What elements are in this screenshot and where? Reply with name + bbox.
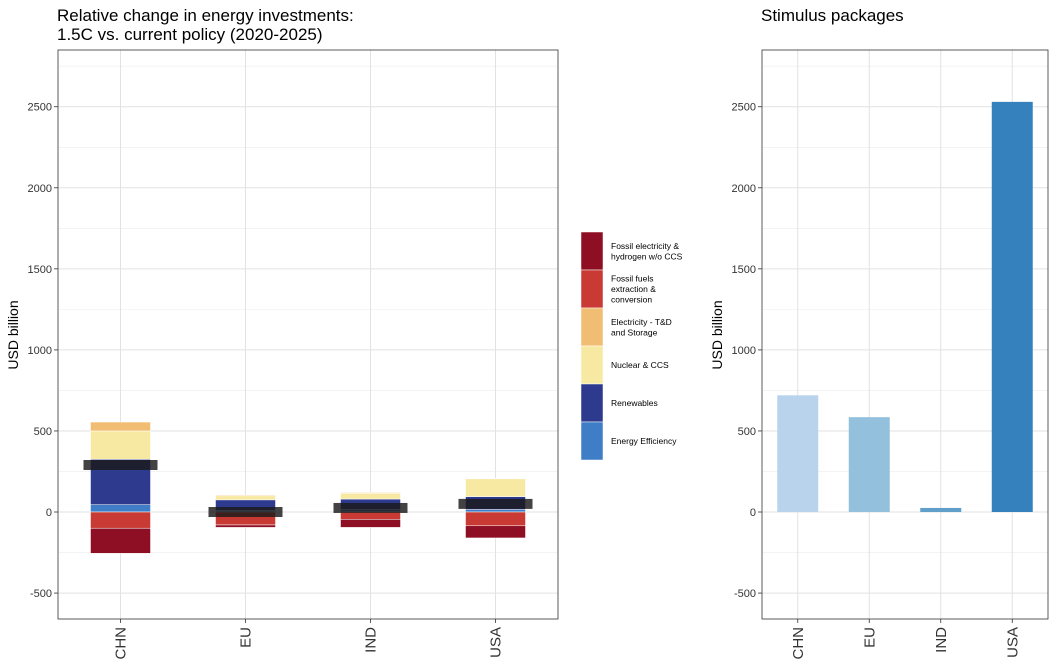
bar-usa-fossil-electricity-hydrogen-w-o-ccs [465,525,526,539]
legend-swatch [580,345,604,385]
x-tick-label-ind: IND [933,627,950,653]
net-total-marker-eu [208,507,283,518]
legend-label: and Storage [611,327,658,337]
x-tick-label-ind: IND [363,627,380,653]
bar-ind-fossil-fuels-extraction-conversion [340,511,401,520]
investment-panel: Relative change in energy investments: 1… [5,6,559,660]
bar-ind-electricity-t-d-and-storage [340,492,401,494]
bar-usa [991,101,1033,513]
bar-usa-fossil-fuels-extraction-conversion [465,511,526,527]
bar-chn-fossil-fuels-extraction-conversion [90,511,151,529]
x-tick-label-chn: CHN [113,627,130,660]
net-total-marker-ind [333,502,408,513]
bar-chn-fossil-electricity-hydrogen-w-o-ccs [90,527,151,554]
y-tick-label: 2000 [732,183,756,195]
y-tick-label: 0 [750,507,756,519]
bar-chn-electricity-t-d-and-storage [90,421,151,432]
y-tick-labels: -500 0 500 1000 1500 2000 2500 [732,102,762,600]
legend-label: Renewables [611,398,658,408]
net-total-marker-chn [83,459,158,470]
y-tick-labels: -500 0 500 1000 1500 2000 2500 [28,102,58,600]
legend-label: Nuclear & CCS [611,360,669,370]
x-tick-label-eu: EU [238,627,255,648]
y-tick-label: 2000 [28,183,52,195]
y-tick-label: 2500 [28,102,52,114]
y-axis-label: USD billion [5,300,21,369]
bar-usa-nuclear-ccs [465,478,526,497]
bar-eu-fossil-electricity-hydrogen-w-o-ccs [215,524,276,528]
y-axis-label: USD billion [709,300,725,369]
net-total-marker-usa [458,498,533,509]
bar-ind-fossil-electricity-hydrogen-w-o-ccs [340,519,401,528]
legend: Fossil electricity &hydrogen w/o CCS Foss… [580,231,683,461]
bars [777,101,1033,513]
legend-label: Fossil fuels [611,274,654,284]
x-tick-label-chn: CHN [790,627,807,660]
legend-label: Energy Efficiency [611,436,677,446]
bar-ind-nuclear-ccs [340,493,401,500]
y-tick-label: 1500 [28,264,52,276]
legend-label: extraction & [611,284,656,294]
legend-swatch [580,383,604,423]
bar-eu-nuclear-ccs [215,495,276,501]
plot-border [57,49,559,620]
net-total-markers [83,459,533,518]
legend-swatch [580,231,604,271]
bar-chn-nuclear-ccs [90,430,151,460]
chart-title: Stimulus packages [761,6,904,25]
chart-title-line-1: Relative change in energy investments: [57,6,354,25]
bar-usa-electricity-t-d-and-storage [465,478,526,480]
y-tick-label: 2500 [732,102,756,114]
y-tick-label: 500 [738,426,756,438]
x-tick-label-usa: USA [488,627,505,658]
legend-label: Electricity - T&D [611,317,672,327]
bar-chn-energy-efficiency [90,504,151,513]
chart-title-line-2: 1.5C vs. current policy (2020-2025) [57,25,323,44]
legend-label: hydrogen w/o CCS [611,251,683,261]
y-tick-label: 0 [46,507,52,519]
plot-border [761,49,1049,620]
bar-ind [920,507,962,513]
legend-swatch [580,421,604,461]
x-tick-label-eu: EU [861,627,878,648]
stacked-bars [90,421,526,554]
y-tick-label: -500 [734,588,756,600]
legend-swatch [580,269,604,309]
y-tick-label: 500 [34,426,52,438]
legend-swatch [580,307,604,347]
bar-chn [777,395,819,513]
grid-lines [58,50,558,619]
bar-eu [848,417,890,513]
bar-usa-energy-efficiency [465,509,526,513]
y-tick-label: 1000 [28,345,52,357]
stimulus-panel: Stimulus packages USD billion -500 0 500 10… [709,6,1049,660]
y-tick-label: 1000 [732,345,756,357]
x-tick-label-usa: USA [1004,627,1021,658]
legend-label: conversion [611,295,652,305]
bar-eu-electricity-t-d-and-storage [215,494,276,497]
y-tick-label: -500 [30,588,52,600]
y-tick-label: 1500 [732,264,756,276]
legend-label: Fossil electricity & [611,241,679,251]
x-tick-labels: CHN EU IND USA [113,619,505,660]
x-tick-labels: CHN EU IND USA [790,619,1021,660]
